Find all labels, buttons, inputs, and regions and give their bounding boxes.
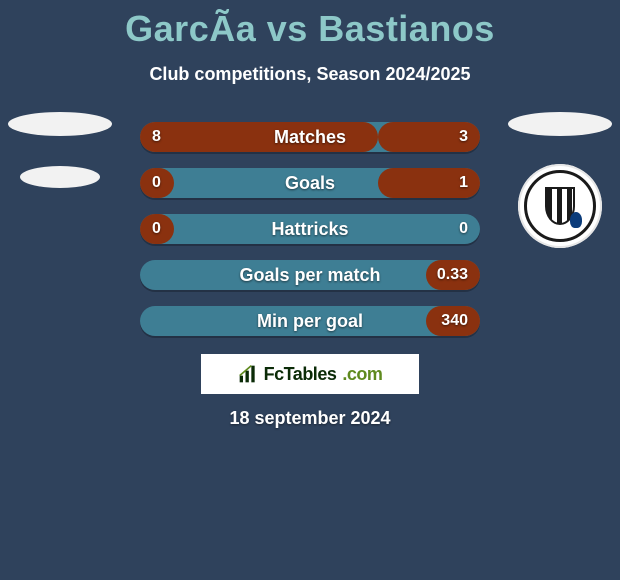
stat-label: Matches — [140, 122, 480, 152]
stat-label: Goals — [140, 168, 480, 198]
placeholder-ellipse-icon — [20, 166, 100, 188]
stat-row: 0Goals1 — [140, 168, 480, 198]
placeholder-ellipse-icon — [8, 112, 112, 136]
subtitle: Club competitions, Season 2024/2025 — [0, 64, 620, 85]
stat-row: Min per goal340 — [140, 306, 480, 336]
brand-suffix: .com — [342, 364, 382, 385]
page-title: GarcÃ­a vs Bastianos — [0, 0, 620, 50]
stat-value-right: 0 — [459, 214, 468, 244]
comparison-rows: 8Matches30Goals10Hattricks0Goals per mat… — [140, 122, 480, 352]
stat-label: Hattricks — [140, 214, 480, 244]
stat-value-right: 340 — [441, 306, 468, 336]
stat-value-right: 0.33 — [437, 260, 468, 290]
stat-label: Min per goal — [140, 306, 480, 336]
bar-chart-icon — [238, 364, 258, 384]
snapshot-date: 18 september 2024 — [229, 408, 390, 429]
stat-label: Goals per match — [140, 260, 480, 290]
stat-value-right: 3 — [459, 122, 468, 152]
stat-value-right: 1 — [459, 168, 468, 198]
placeholder-ellipse-icon — [508, 112, 612, 136]
stat-row: 8Matches3 — [140, 122, 480, 152]
club-crest-icon — [518, 164, 602, 248]
player-left-badge — [0, 112, 120, 188]
brand-name: FcTables — [264, 364, 337, 385]
player-right-badge — [500, 112, 620, 248]
brand-watermark: FcTables.com — [201, 354, 419, 394]
stat-row: Goals per match0.33 — [140, 260, 480, 290]
stat-row: 0Hattricks0 — [140, 214, 480, 244]
